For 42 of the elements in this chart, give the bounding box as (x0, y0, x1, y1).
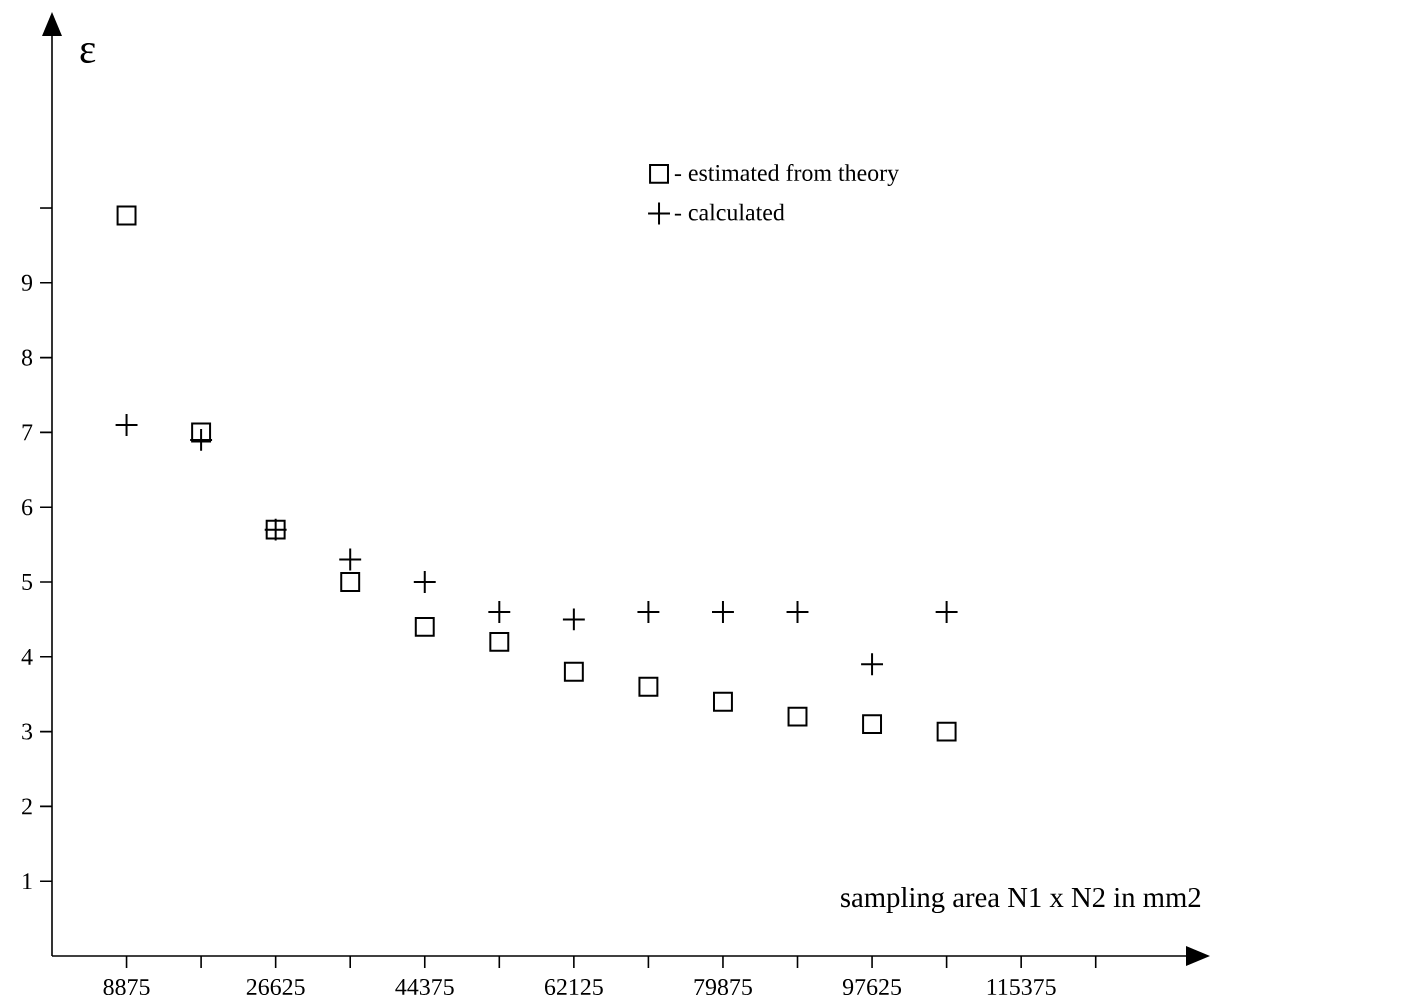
x-tick-label: 44375 (395, 978, 454, 996)
point (488, 600, 511, 623)
point (936, 721, 957, 742)
point (862, 714, 883, 735)
point (414, 616, 435, 637)
x-tick-label: 97625 (842, 978, 902, 996)
point (115, 413, 138, 436)
y-tick-label: 4 (21, 648, 33, 665)
point (563, 661, 584, 682)
point (787, 706, 808, 727)
x-tick-label: 62125 (545, 978, 603, 996)
point (712, 600, 734, 623)
y-tick-label: 5 (22, 574, 33, 590)
y-axis-title: ε (80, 43, 96, 63)
y-tick-label: 1 (23, 873, 32, 890)
point (786, 600, 809, 623)
y-tick-label: 8 (21, 349, 33, 366)
y-tick-label: 2 (22, 798, 32, 815)
y-tick-label: 7 (22, 424, 33, 441)
x-tick-label: 8875 (103, 978, 150, 996)
point (562, 608, 585, 631)
point (935, 600, 958, 623)
point (191, 422, 212, 443)
x-tick-label: 79875 (694, 978, 752, 996)
point (489, 631, 510, 652)
point (339, 548, 362, 571)
x-axis-title: sampling area N1 x N2 in mm2 (841, 887, 1201, 914)
point (340, 572, 361, 592)
point (861, 653, 884, 676)
x-tick-label: 26625 (246, 978, 305, 996)
legend-label: - estimated from theory (674, 163, 900, 186)
point (413, 571, 436, 593)
point (116, 205, 137, 226)
point (637, 600, 660, 623)
y-tick-label: 9 (21, 274, 33, 291)
legend-label: - calculated (674, 203, 785, 221)
y-tick-label: 3 (22, 723, 33, 740)
point (190, 428, 213, 451)
point (712, 691, 733, 712)
point (638, 676, 659, 697)
x-tick-label: 115375 (987, 978, 1056, 996)
y-tick-label: 6 (22, 499, 33, 516)
